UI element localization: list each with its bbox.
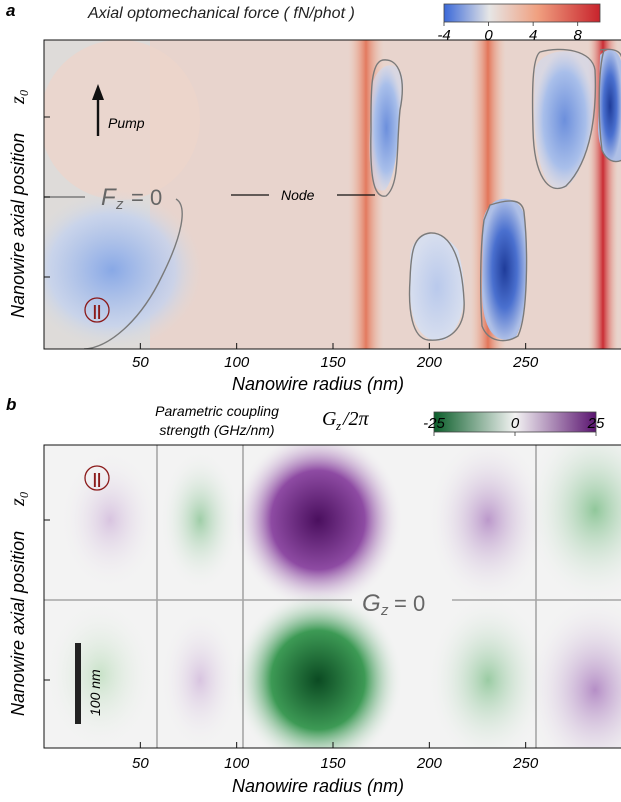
panel-a-xlabel: Nanowire radius (nm) [232, 374, 404, 394]
fz-contour-subscript: z [115, 196, 124, 213]
panel-b-colorbar-symbol-sub: z [335, 418, 341, 433]
colorbar-tick-label: 0 [484, 27, 493, 44]
node-label: Node [281, 187, 315, 203]
panel-b-contours [44, 445, 621, 748]
x-tick-label: 150 [320, 354, 346, 371]
gz-contour-value: = 0 [394, 591, 425, 616]
colorbar-tick-label: 8 [574, 27, 583, 44]
polarization-label-b: || [93, 471, 101, 488]
pump-arrow-icon [92, 84, 104, 100]
panel-b-colorbar-ticks: -25 0 25 [423, 415, 605, 436]
x-tick-label: 100 [224, 755, 250, 772]
panel-b-ylabel-symbol: z₀ [7, 491, 29, 507]
fz-contour-value: = 0 [131, 185, 162, 210]
panel-a-contours [44, 48, 621, 349]
panel-a-title: Axial optomechanical force ( fN/phot ) [87, 5, 355, 22]
gz-contour-symbol: G [362, 590, 381, 617]
panel-a-colorbar [443, 3, 601, 23]
x-tick-label: 200 [416, 354, 443, 371]
x-tick-label: 150 [320, 755, 346, 772]
scale-bar-label: 100 nm [87, 669, 103, 716]
panel-b-ylabel: Nanowire axial position [8, 531, 28, 716]
panel-a-ylabel: Nanowire axial position [8, 133, 28, 318]
fz-contour-symbol: F [101, 184, 117, 211]
panel-a-ylabel-symbol: z₀ [7, 89, 29, 105]
polarization-label-a: || [93, 303, 101, 320]
panel-a-x-tick-labels: 50 100 150 200 250 [132, 354, 539, 371]
panel-a-x-ticks [139, 343, 527, 349]
x-tick-label: 250 [512, 755, 539, 772]
colorbar-tick-label: -25 [423, 415, 445, 432]
gz-contour-subscript: z [380, 602, 389, 619]
polarization-icon-a [84, 297, 110, 323]
panel-b-xlabel: Nanowire radius (nm) [232, 776, 404, 796]
x-tick-label: 250 [512, 354, 539, 371]
polarization-icon-b [84, 465, 110, 491]
panel-b-x-tick-labels: 50 100 150 200 250 [132, 755, 539, 772]
colorbar-tick-label: 0 [511, 415, 520, 432]
panel-a: a Axial optomechanical force ( fN/phot )… [6, 1, 621, 394]
x-tick-label: 100 [224, 354, 250, 371]
panel-b-title-line-2: strength (GHz/nm) [159, 422, 274, 438]
x-tick-label: 50 [132, 354, 149, 371]
panel-b-x-ticks [139, 742, 527, 748]
panel-b: b Parametric coupling strength (GHz/nm) … [6, 395, 621, 796]
colorbar-tick-label: 25 [587, 415, 605, 432]
panel-b-heatmap [44, 445, 621, 748]
colorbar-tick-label: 4 [529, 27, 537, 44]
x-tick-label: 200 [416, 755, 443, 772]
panel-a-label: a [6, 1, 15, 20]
panel-b-title-line-1: Parametric coupling [155, 403, 279, 419]
pump-label: Pump [108, 115, 145, 131]
panel-b-colorbar-symbol: G [322, 408, 337, 430]
panel-b-label: b [6, 395, 16, 414]
panel-b-colorbar-symbol-rest: /2π [342, 408, 370, 430]
x-tick-label: 50 [132, 755, 149, 772]
panel-a-heatmap [44, 40, 621, 349]
